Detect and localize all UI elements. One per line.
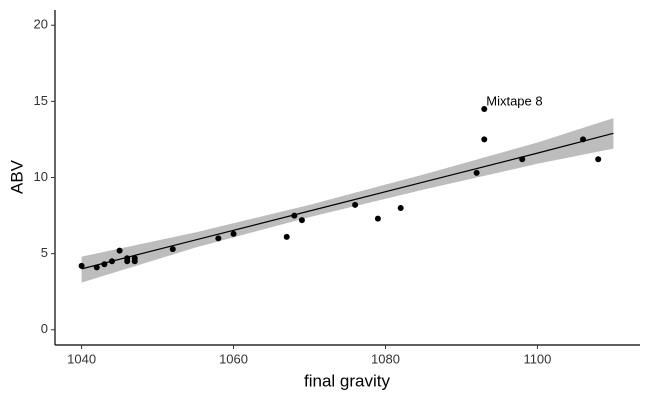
point: [481, 136, 488, 143]
point: [352, 201, 359, 208]
point: [78, 262, 85, 269]
point: [116, 247, 123, 254]
x-axis-title: final gravity: [304, 371, 390, 390]
point: [283, 233, 290, 240]
point: [169, 246, 176, 253]
point: [298, 217, 305, 224]
point: [215, 235, 222, 242]
y-tick-label: 15: [34, 93, 48, 108]
point: [374, 215, 381, 222]
x-tick-label: 1060: [219, 351, 248, 366]
confidence-band: [81, 118, 614, 283]
y-tick-label: 20: [34, 17, 48, 32]
x-tick-label: 1100: [523, 351, 551, 366]
point: [519, 156, 526, 163]
point: [473, 169, 480, 176]
y-axis-title: ABV: [7, 159, 26, 194]
point: [124, 258, 131, 265]
point: [481, 105, 488, 112]
y-tick-label: 5: [41, 245, 48, 260]
x-tick-label: 1080: [371, 351, 400, 366]
point: [101, 261, 108, 268]
point: [108, 258, 115, 265]
point: [230, 230, 237, 237]
y-tick-label: 10: [34, 169, 48, 184]
x-tick-label: 1040: [67, 351, 96, 366]
point: [595, 156, 602, 163]
point: [93, 264, 100, 271]
point: [580, 136, 587, 143]
y-tick-label: 0: [41, 321, 48, 336]
point: [291, 212, 298, 219]
point: [131, 258, 138, 265]
fit-line: [81, 132, 614, 270]
point: [397, 204, 404, 211]
annotation: Mixtape 8: [486, 93, 542, 108]
